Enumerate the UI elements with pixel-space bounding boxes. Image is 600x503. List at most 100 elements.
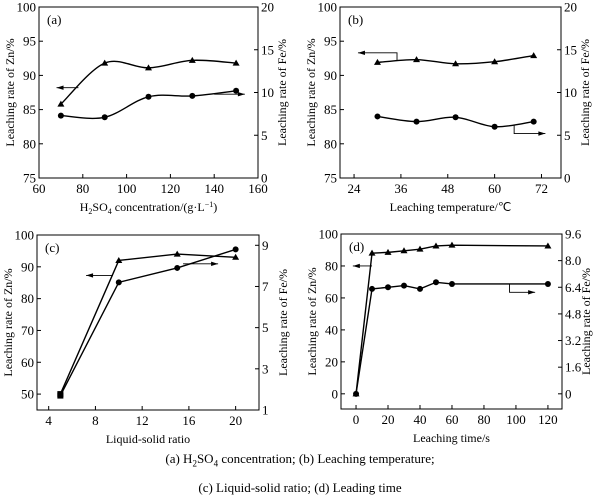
data-point-circle: [416, 285, 423, 292]
x-tick-label: 0: [353, 412, 360, 427]
y-right-axis-label: Leaching rate of Fe/%: [579, 268, 593, 375]
y-right-tick-label: 3: [262, 361, 269, 376]
y-right-tick-label: 9: [262, 238, 269, 253]
y-right-tick-label: 5: [261, 128, 268, 143]
data-point-circle: [101, 114, 108, 121]
y-left-tick-label: 80: [325, 258, 338, 273]
y-left-tick-label: 90: [21, 259, 34, 274]
y-left-tick-label: 70: [21, 323, 34, 338]
data-point-triangle: [173, 250, 181, 257]
y-left-tick-label: 60: [325, 290, 338, 305]
y-right-tick-label: 0: [565, 386, 572, 401]
y-right-axis-label: Leaching rate of Fe/%: [276, 269, 290, 376]
y-right-axis-label: Leaching rate of Fe/%: [578, 39, 592, 146]
caption-line-2: (c) Liquid-solid ratio; (d) Leading time: [198, 480, 402, 495]
data-point-circle: [374, 113, 381, 120]
axis-indicator-arrow: [513, 124, 546, 134]
y-left-tick-label: 95: [324, 34, 337, 49]
caption-text: SO: [196, 451, 214, 466]
arrow-head-icon: [86, 273, 94, 278]
data-point-triangle: [232, 59, 240, 66]
y-left-tick-label: 95: [23, 34, 36, 49]
x-axis-label: Liquid-solid ratio: [106, 432, 190, 446]
data-point-triangle: [432, 242, 440, 249]
y-right-tick-label: 0: [564, 171, 571, 186]
caption-text: (a) H: [165, 451, 193, 466]
x-tick-label: 80: [76, 181, 89, 196]
y-right-tick-label: 10: [564, 85, 577, 100]
y-right-tick-label: 1.6: [565, 360, 582, 375]
data-point-circle: [401, 282, 408, 289]
data-point-circle: [448, 280, 455, 287]
data-point-circle: [530, 118, 537, 125]
x-tick-label: 48: [441, 181, 454, 196]
x-axis-label-part: concentration/(g·L: [112, 200, 205, 214]
series-line: [59, 253, 236, 395]
x-tick-label: 72: [535, 181, 548, 196]
data-point-triangle: [115, 256, 123, 263]
y-left-tick-label: 20: [325, 354, 338, 369]
data-point-circle: [413, 118, 420, 125]
y-left-tick-label: 0: [332, 386, 339, 401]
arrow-head-icon: [538, 131, 546, 136]
series-line: [355, 244, 548, 394]
y-right-tick-label: 3.2: [565, 333, 581, 348]
x-tick-label: 8: [92, 413, 99, 428]
x-tick-label: 60: [488, 181, 501, 196]
axis-indicator-arrow: [509, 283, 536, 293]
x-tick-label: 80: [477, 412, 490, 427]
panel-label: (a): [47, 12, 61, 27]
y-left-tick-label: 100: [319, 227, 339, 242]
data-point-square: [57, 392, 64, 399]
y-left-tick-label: 100: [17, 0, 37, 15]
panel-c: 4 8 12 16 20 50 60 70 80 90 100 1 3 5 7 9 (c) Liquid-soli…: [1, 228, 290, 447]
series-line: [355, 281, 548, 394]
x-tick-label: 60: [33, 181, 46, 196]
data-point-circle: [432, 279, 439, 286]
caption-line-1: (a) H2SO4 concentration; (b) Leaching te…: [0, 451, 600, 469]
data-point-circle: [385, 284, 392, 291]
panel-b: 24 36 48 60 72 75 80 85 90 95 100 0 5 10 15 20 (b) Leachi…: [304, 0, 592, 214]
x-axis-label-part: −1: [205, 200, 214, 209]
axis-indicator-arrow: [357, 52, 398, 62]
arrow-head-icon: [211, 261, 219, 267]
data-point-circle: [115, 279, 122, 286]
data-point-triangle: [448, 241, 456, 248]
y-left-tick-label: 90: [324, 68, 337, 83]
y-right-tick-label: 20: [564, 0, 577, 15]
x-tick-label: 140: [204, 181, 224, 196]
y-right-tick-label: 20: [261, 0, 274, 15]
x-tick-label: 24: [348, 181, 362, 196]
y-right-tick-label: 15: [261, 42, 274, 57]
series-line: [59, 248, 236, 396]
y-left-axis-label: Leaching rate of Zn/%: [1, 268, 15, 376]
x-tick-label: 100: [117, 181, 137, 196]
data-point-triangle: [145, 64, 152, 71]
data-point-triangle: [384, 248, 392, 255]
y-left-tick-label: 80: [324, 136, 337, 151]
data-point-triangle: [373, 58, 381, 65]
x-tick-label: 100: [506, 412, 526, 427]
y-right-tick-label: 5: [564, 128, 571, 143]
arrow-head-icon: [357, 50, 365, 56]
data-point-triangle: [400, 247, 408, 254]
x-tick-label: 160: [248, 181, 268, 196]
y-left-tick-label: 40: [325, 322, 338, 337]
x-axis-label-part: H: [80, 200, 89, 214]
y-left-tick-label: 100: [15, 228, 35, 243]
y-left-tick-label: 85: [23, 102, 36, 117]
panel-label: (c): [45, 240, 59, 255]
y-left-tick-label: 85: [324, 102, 337, 117]
y-right-tick-label: 8.0: [565, 253, 581, 268]
arrow-head-icon: [352, 263, 360, 269]
x-tick-label: 12: [136, 413, 149, 428]
data-point-triangle: [416, 245, 424, 252]
plot-frame: [339, 6, 562, 179]
x-tick-label: 20: [229, 413, 242, 428]
data-point-triangle: [57, 100, 65, 107]
data-point-circle: [233, 87, 240, 94]
arrow-head-icon: [528, 290, 536, 295]
y-right-axis-label: Leaching rate of Fe/%: [275, 39, 289, 146]
data-point-triangle: [452, 60, 460, 67]
arrow-head-icon: [237, 92, 245, 97]
